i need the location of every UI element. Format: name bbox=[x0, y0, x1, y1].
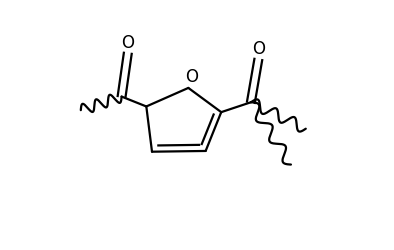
Text: O: O bbox=[185, 68, 198, 86]
Text: O: O bbox=[252, 40, 265, 58]
Text: O: O bbox=[121, 34, 134, 52]
